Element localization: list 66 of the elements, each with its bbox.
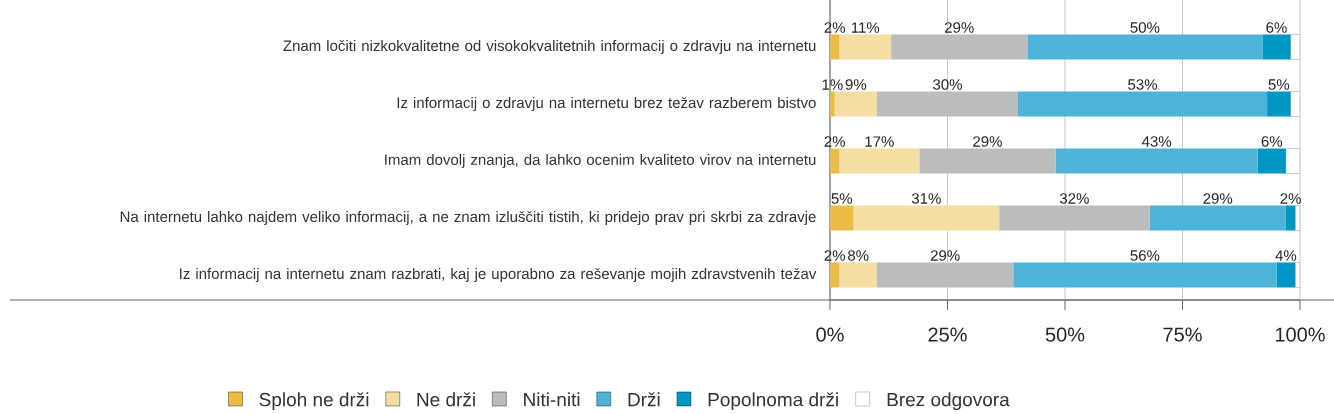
data-label: 30%: [933, 79, 962, 90]
legend-label: Drži: [628, 392, 660, 407]
data-label: 1%: [822, 79, 843, 90]
data-label: 6%: [1261, 136, 1283, 147]
bar: [839, 148, 920, 174]
bar: [1055, 148, 1258, 174]
data-label: 43%: [1141, 136, 1172, 147]
bar: [829, 205, 854, 231]
data-label: 5%: [1268, 79, 1290, 90]
x-tick-label: 50%: [1045, 327, 1085, 342]
legend-label: Popolnoma drži: [708, 392, 838, 411]
bar: [839, 34, 892, 60]
y-tick-label: Iz informacij o zdravju na internetu brez težav razberem bistvo: [397, 96, 816, 111]
data-label: 2%: [824, 22, 845, 33]
bar: [891, 34, 1028, 60]
data-label: 11%: [851, 22, 880, 33]
x-tick-label: 25%: [928, 327, 967, 342]
bar: [853, 205, 1000, 231]
data-label: 31%: [911, 193, 941, 204]
data-label: 50%: [1130, 22, 1160, 33]
data-label: 29%: [944, 22, 974, 33]
bar: [1149, 205, 1286, 231]
bar: [1267, 91, 1291, 117]
bar: [876, 91, 1018, 117]
bar: [829, 148, 840, 174]
data-label: 4%: [1275, 250, 1297, 261]
y-tick-label: Znam ločiti nizkokvalitetne od visokokvalitetnih informacij o zdravju na internetu: [283, 39, 816, 54]
bar: [1262, 34, 1291, 60]
bar: [1257, 148, 1286, 174]
x-tick-label: 0%: [816, 327, 844, 342]
x-tick-label: 100%: [1275, 327, 1325, 342]
data-label: 29%: [1203, 193, 1233, 204]
data-label: 29%: [973, 136, 1002, 147]
bar: [829, 34, 840, 60]
data-label: 6%: [1266, 22, 1287, 33]
legend-label: Sploh ne drži: [259, 392, 369, 411]
data-label: 2%: [824, 250, 845, 261]
data-label: 17%: [865, 136, 894, 147]
data-label: 2%: [824, 136, 845, 147]
bar: [839, 262, 877, 288]
y-tick-label: Na internetu lahko najdem veliko informacij, a ne znam izluščiti tistih, ki pridejo prav pri skrbi za zdravje: [120, 210, 816, 225]
x-tick-label: 75%: [1163, 327, 1202, 342]
data-label: 56%: [1130, 250, 1160, 261]
legend-label: Brez odgovora: [887, 392, 1010, 411]
y-tick-label: Imam dovolj znanja, da lahko ocenim kvaliteto virov na internetu: [385, 154, 816, 168]
bar: [876, 262, 1014, 288]
bar: [1013, 262, 1277, 288]
y-tick-label: Iz informacij na internetu znam razbrati, kaj je uporabno za reševanje mojih zdravstvenih težav: [180, 267, 817, 282]
data-label: 32%: [1059, 193, 1089, 204]
data-label: 8%: [848, 250, 869, 261]
bar: [829, 91, 835, 117]
bar: [999, 205, 1150, 231]
data-label: 2%: [1280, 193, 1301, 204]
bar: [1017, 91, 1268, 117]
bar: [919, 148, 1056, 174]
bar: [829, 262, 840, 288]
data-label: 5%: [831, 193, 853, 204]
legend-label: Niti-niti: [524, 392, 580, 407]
data-label: 9%: [845, 79, 867, 90]
data-label: 29%: [930, 250, 960, 261]
bar: [1276, 262, 1296, 288]
legend-label: Ne drži: [417, 392, 475, 407]
bar: [834, 91, 877, 117]
bar: [1027, 34, 1263, 60]
bar: [1285, 205, 1296, 231]
data-label: 53%: [1128, 79, 1157, 90]
